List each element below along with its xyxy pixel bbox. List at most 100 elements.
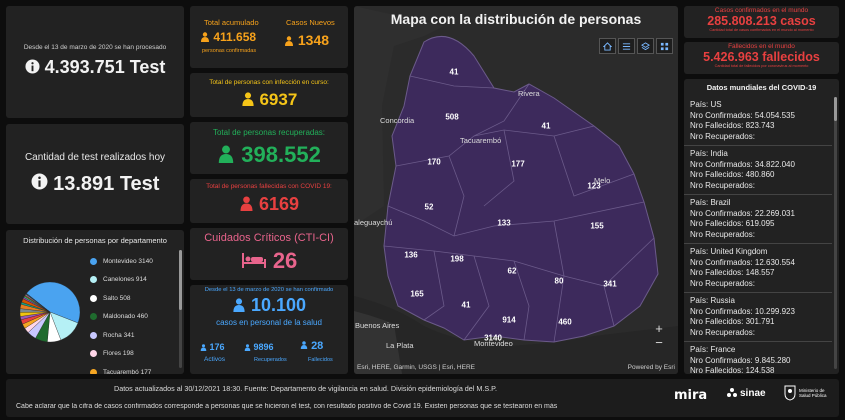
country-rec: Nro Recuperados: xyxy=(690,327,755,337)
person-icon xyxy=(200,31,210,45)
world-data-title: Datos mundiales del COVID-19 xyxy=(706,83,817,92)
legend-item[interactable]: Montevideo 3140 xyxy=(90,252,176,271)
pie-slice-montevideo[interactable] xyxy=(26,281,81,324)
legend-item[interactable]: Salto 508 xyxy=(90,289,176,308)
world-deaths-value: 5.426.963 fallecidos xyxy=(703,50,820,64)
zoom-out-button[interactable]: − xyxy=(655,335,663,350)
country-item[interactable]: País: US Nro Confirmados: 54.054.535 Nro F… xyxy=(684,97,832,146)
map-count-artigas: 41 xyxy=(449,67,459,77)
health-recovered-text: 9896 xyxy=(253,342,274,352)
processed-tests-panel: Desde el 13 de marzo de 2020 se han proc… xyxy=(6,6,184,118)
place-montevideo: Montevideo xyxy=(474,339,513,348)
critical-care-text: 26 xyxy=(272,248,298,273)
home-button[interactable] xyxy=(599,38,616,54)
map-panel[interactable]: Mapa con la distribución de personas Con… xyxy=(354,6,678,374)
info-icon xyxy=(31,173,48,196)
zoom-in-button[interactable]: + xyxy=(655,321,663,336)
total-accumulated-sub: personas confirmadas xyxy=(202,48,257,54)
health-recovered-value: 9896 xyxy=(244,342,274,353)
world-deaths-panel: Fallecidos en el mundo 5.426.963 falleci… xyxy=(684,42,839,74)
country-fall: Nro Fallecidos: 619.095 xyxy=(690,219,775,228)
country-item[interactable]: País: France Nro Confirmados: 9.845.280 Nr… xyxy=(684,342,832,374)
basemap-button[interactable] xyxy=(656,38,673,54)
country-pais: País: France xyxy=(690,345,736,354)
map-count-paysandu: 170 xyxy=(427,157,441,167)
zoom-controls: + − xyxy=(652,322,666,350)
footer-panel: Datos actualizados al 30/12/2021 18:30. … xyxy=(6,379,839,417)
layers-button[interactable] xyxy=(637,38,654,54)
place-rivera: Rivera xyxy=(518,89,540,98)
critical-care-panel: Cuidados Críticos (CTI-CI) 26 xyxy=(190,228,348,280)
legend-swatch xyxy=(90,257,97,265)
processed-value-text: 4.393.751 Test xyxy=(44,57,166,77)
deceased-panel: Total de personas fallecidas con COVID 1… xyxy=(190,179,348,223)
legend-swatch xyxy=(90,276,97,284)
accumulated-panel: Total acumulado 411.658 personas confirm… xyxy=(190,6,348,68)
list-icon xyxy=(622,42,631,50)
infection-value: 6937 xyxy=(190,90,348,111)
sinae-logo: sinae xyxy=(726,387,766,399)
distribution-scrollbar[interactable] xyxy=(179,250,182,368)
uruguay-map[interactable] xyxy=(354,6,678,374)
grid-icon xyxy=(660,42,669,50)
person-icon xyxy=(232,296,246,317)
new-cases-text: 1348 xyxy=(297,32,330,48)
health-deceased-label: Fallecidos xyxy=(308,357,333,363)
country-list[interactable]: País: US Nro Confirmados: 54.054.535 Nro F… xyxy=(684,97,832,374)
country-item[interactable]: País: India Nro Confirmados: 34.822.040 Nr… xyxy=(684,146,832,195)
health-deceased-text: 28 xyxy=(311,340,324,352)
home-icon xyxy=(603,41,612,51)
map-attribution: Esri, HERE, Garmin, USGS | Esri, HERE xyxy=(357,364,475,371)
person-icon xyxy=(284,33,294,49)
world-deaths-label: Fallecidos en el mundo xyxy=(728,43,795,50)
tests-today-label: Cantidad de test realizados hoy xyxy=(24,152,166,163)
map-count-colonia: 165 xyxy=(410,289,424,299)
pie-slice-rivera[interactable] xyxy=(25,293,51,313)
map-count-san-jose: 41 xyxy=(461,300,471,310)
health-active-text: 176 xyxy=(209,342,225,352)
country-pais: País: Russia xyxy=(690,296,735,305)
legend-label: Salto 508 xyxy=(103,294,131,302)
country-item[interactable]: País: Russia Nro Confirmados: 10.299.923 N… xyxy=(684,293,832,342)
legend-item[interactable]: Tacuarembó 177 xyxy=(90,363,176,374)
place-gualeguaychu: Gualeguaychú xyxy=(354,218,393,227)
infection-text: 6937 xyxy=(259,90,298,109)
country-rec: Nro Recuperados: xyxy=(690,131,755,141)
world-confirmed-value: 285.808.213 casos xyxy=(707,14,816,28)
distribution-title: Distribución de personas por departament… xyxy=(23,236,167,245)
deceased-label: Total de personas fallecidas con COVID 1… xyxy=(206,183,332,190)
map-count-maldonado: 460 xyxy=(558,317,572,327)
processed-tests-value: 4.393.751 Test xyxy=(6,57,184,79)
tests-today-text: 13.891 Test xyxy=(53,173,160,195)
country-list-scroll-thumb[interactable] xyxy=(834,97,837,121)
country-item[interactable]: País: Brazil Nro Confirmados: 22.269.031 N… xyxy=(684,195,832,244)
legend-item[interactable]: Flores 198 xyxy=(90,345,176,364)
place-concordia: Concordia xyxy=(380,116,415,125)
country-item[interactable]: País: United Kingdom Nro Confirmados: 12.… xyxy=(684,244,832,293)
legend-swatch xyxy=(90,350,97,358)
total-accumulated-label: Total acumulado xyxy=(204,18,259,27)
health-active-label: Activos xyxy=(204,356,225,363)
recovered-panel: Total de personas recuperadas: 398.552 xyxy=(190,122,348,174)
health-since-text: Desde el 13 de marzo de 2020 se han conf… xyxy=(204,287,334,293)
list-button[interactable] xyxy=(618,38,635,54)
legend-item[interactable]: Rocha 341 xyxy=(90,326,176,345)
legend-item[interactable]: Canelones 914 xyxy=(90,271,176,290)
health-deceased-value: 28 xyxy=(300,340,323,352)
country-fall: Nro Fallecidos: 301.791 xyxy=(690,317,775,326)
map-count-rio-negro: 52 xyxy=(424,202,434,212)
distribution-scroll-thumb[interactable] xyxy=(179,250,182,310)
map-count-montevideo: 3140 xyxy=(484,333,502,343)
person-icon xyxy=(300,340,308,352)
legend-item[interactable]: Maldonado 460 xyxy=(90,308,176,327)
legend-label: Flores 198 xyxy=(103,350,134,358)
critical-care-value: 26 xyxy=(190,248,348,275)
country-list-scrollbar[interactable] xyxy=(834,97,837,369)
infection-label: Total de personas con infección en curso… xyxy=(209,79,329,86)
powered-by-esri[interactable]: Powered by Esri xyxy=(627,364,675,371)
infection-panel: Total de personas con infección en curso… xyxy=(190,73,348,117)
processed-since-text: Desde el 13 de marzo de 2020 se han proc… xyxy=(23,44,167,51)
world-deaths-sub: Cantidad total de fallecidos por coronav… xyxy=(714,64,809,68)
person-icon xyxy=(244,343,251,353)
recovered-label: Total de personas recuperadas: xyxy=(212,128,326,137)
